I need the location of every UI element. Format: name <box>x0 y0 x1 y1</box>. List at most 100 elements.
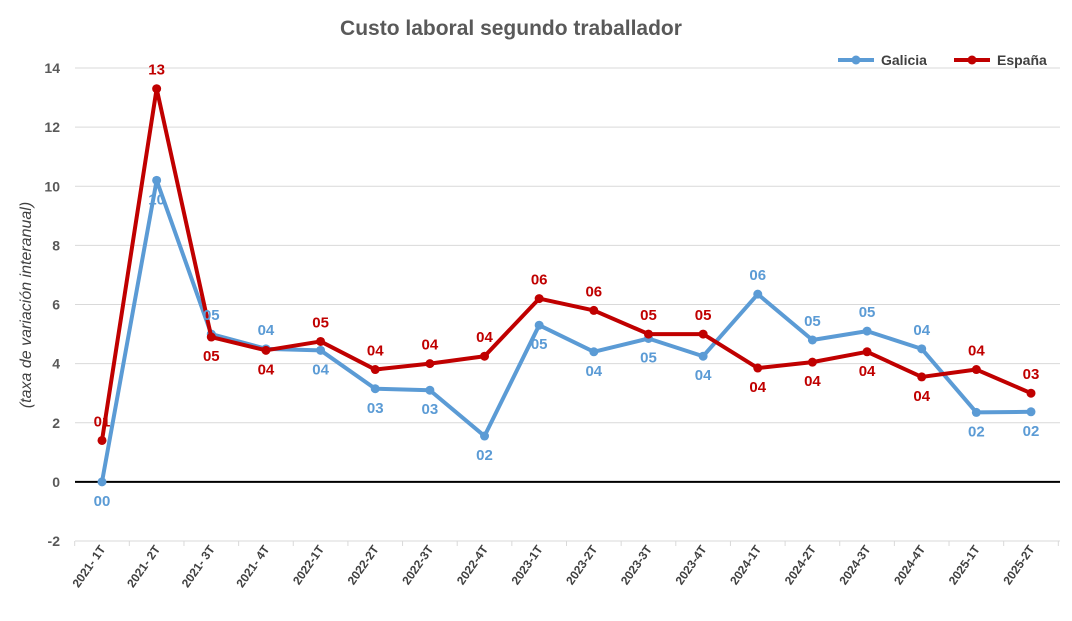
data-point <box>370 384 380 394</box>
data-label: 04 <box>422 337 439 354</box>
data-label-layer: 00 01 10 13 05 05 04 04 04 05 03 04 03 04 02 04 05 06 04 06… <box>94 62 1040 510</box>
y-tick-label: 14 <box>44 60 60 76</box>
x-tick-label: 2022-3T <box>399 542 436 587</box>
data-point <box>425 359 435 369</box>
data-label: 04 <box>695 367 712 384</box>
chart-title: Custo laboral segundo traballador <box>340 17 682 40</box>
y-tick-label: -2 <box>48 533 61 549</box>
legend-marker <box>967 55 977 65</box>
data-point <box>862 326 872 336</box>
y-tick-label: 8 <box>52 237 60 253</box>
x-tick-label: 2023-3T <box>618 542 655 587</box>
data-label: 04 <box>476 329 493 346</box>
data-label: 02 <box>968 423 985 440</box>
data-point <box>316 336 326 346</box>
data-point <box>917 344 927 354</box>
data-point <box>97 435 107 445</box>
data-label: 05 <box>695 307 712 324</box>
data-point <box>589 347 599 357</box>
data-label: 02 <box>1023 423 1040 440</box>
data-label: 04 <box>913 388 930 405</box>
data-label: 04 <box>367 343 384 360</box>
data-point <box>534 294 544 304</box>
data-point <box>862 347 872 357</box>
data-label: 05 <box>312 314 329 331</box>
y-tick-label: 0 <box>52 474 60 490</box>
x-tick-label: 2022-1T <box>290 542 327 587</box>
data-label: 04 <box>258 361 275 378</box>
data-point <box>534 320 544 330</box>
data-label: 02 <box>476 447 493 464</box>
y-axis-label: (taxa de variación interanual) <box>18 202 35 408</box>
data-point <box>1026 407 1036 417</box>
x-tick-label: 2024-1T <box>727 542 764 587</box>
legend-marker <box>851 55 861 65</box>
x-tick-label: 2022-2T <box>345 542 382 587</box>
data-label: 05 <box>640 307 657 324</box>
data-point <box>370 365 380 375</box>
data-label: 04 <box>312 361 329 378</box>
y-tick-label: 10 <box>44 178 60 194</box>
data-label: 05 <box>640 349 657 366</box>
data-label: 01 <box>94 413 111 430</box>
x-tick-label: 2023-2T <box>563 542 600 587</box>
data-label: 04 <box>913 322 930 339</box>
x-tick-label: 2024-2T <box>782 542 819 587</box>
data-point <box>698 329 708 339</box>
x-tick-label: 2025-2T <box>1000 542 1037 587</box>
data-point <box>589 305 599 315</box>
legend-label: España <box>997 52 1047 68</box>
data-label: 04 <box>258 322 275 339</box>
data-point <box>971 365 981 375</box>
data-label: 04 <box>804 373 821 390</box>
data-label: 06 <box>749 267 766 284</box>
x-tick-label: 2021- 3T <box>179 542 218 590</box>
legend: Galicia España <box>838 52 1047 68</box>
data-point <box>480 431 490 441</box>
data-point <box>698 351 708 361</box>
data-point <box>316 345 326 355</box>
x-tick-label: 2021- 2T <box>124 542 163 590</box>
legend-label: Galicia <box>881 52 927 68</box>
data-point <box>971 407 981 417</box>
data-label: 03 <box>367 400 384 417</box>
data-label: 05 <box>203 348 220 365</box>
x-tick-label: 2021- 4T <box>233 542 272 590</box>
x-tick-label: 2023-4T <box>672 542 709 587</box>
data-point <box>152 175 162 185</box>
data-label: 04 <box>585 363 602 380</box>
data-label: 04 <box>749 379 766 396</box>
data-point <box>425 385 435 395</box>
data-point <box>807 357 817 367</box>
series-layer <box>97 84 1036 487</box>
data-label: 00 <box>94 493 111 510</box>
data-point <box>807 335 817 345</box>
data-point <box>917 372 927 382</box>
data-label: 06 <box>531 272 548 289</box>
y-tick-label: 2 <box>52 415 60 431</box>
data-point <box>97 477 107 487</box>
data-label: 03 <box>422 401 439 418</box>
series-line-españa <box>100 86 1033 443</box>
data-label: 05 <box>203 307 220 324</box>
x-tick-label: 2025-1T <box>946 542 983 587</box>
y-tick-label: 6 <box>52 297 60 313</box>
x-tick-label: 2021- 1T <box>69 542 108 590</box>
x-tick-label: 2023-1T <box>509 542 546 587</box>
data-label: 04 <box>968 343 985 360</box>
data-point <box>753 289 763 299</box>
data-point <box>753 363 763 373</box>
data-point <box>261 345 271 355</box>
data-point <box>152 84 162 94</box>
data-point <box>643 329 653 339</box>
data-label: 03 <box>1023 366 1040 383</box>
data-label: 06 <box>585 283 602 300</box>
x-tick-label: 2024-3T <box>836 542 873 587</box>
data-label: 13 <box>148 62 165 79</box>
data-point <box>206 332 216 342</box>
y-tick-label: 12 <box>44 119 60 135</box>
data-point <box>1026 388 1036 398</box>
